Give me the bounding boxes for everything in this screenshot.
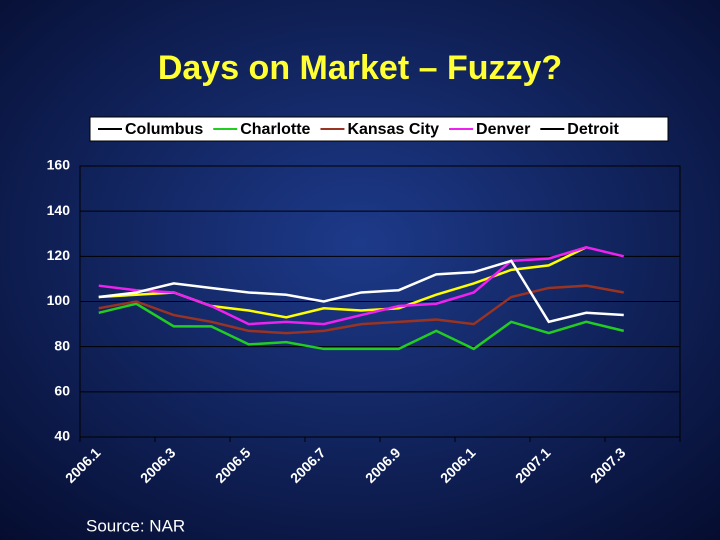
source: Source: NAR xyxy=(86,516,185,535)
y-tick-label: 60 xyxy=(54,383,70,399)
y-tick-label: 80 xyxy=(54,337,70,353)
legend-label: Detroit xyxy=(567,121,619,138)
series-line xyxy=(98,302,625,351)
y-tick-label: 100 xyxy=(47,292,71,308)
legend-label: Columbus xyxy=(125,121,203,138)
y-tick-label: 140 xyxy=(47,202,71,218)
legend-label: Kansas City xyxy=(347,121,439,138)
y-tick-label: 40 xyxy=(54,428,70,444)
y-tick-label: 120 xyxy=(47,247,71,263)
series-line xyxy=(98,284,624,335)
legend xyxy=(89,116,669,142)
chart-title: Days on Market – Fuzzy? xyxy=(158,49,562,87)
y-tick-label: 160 xyxy=(47,157,71,173)
series-line xyxy=(98,246,625,326)
legend-label: Denver xyxy=(476,121,530,138)
legend-label: Charlotte xyxy=(240,121,310,138)
series-line xyxy=(98,259,624,324)
